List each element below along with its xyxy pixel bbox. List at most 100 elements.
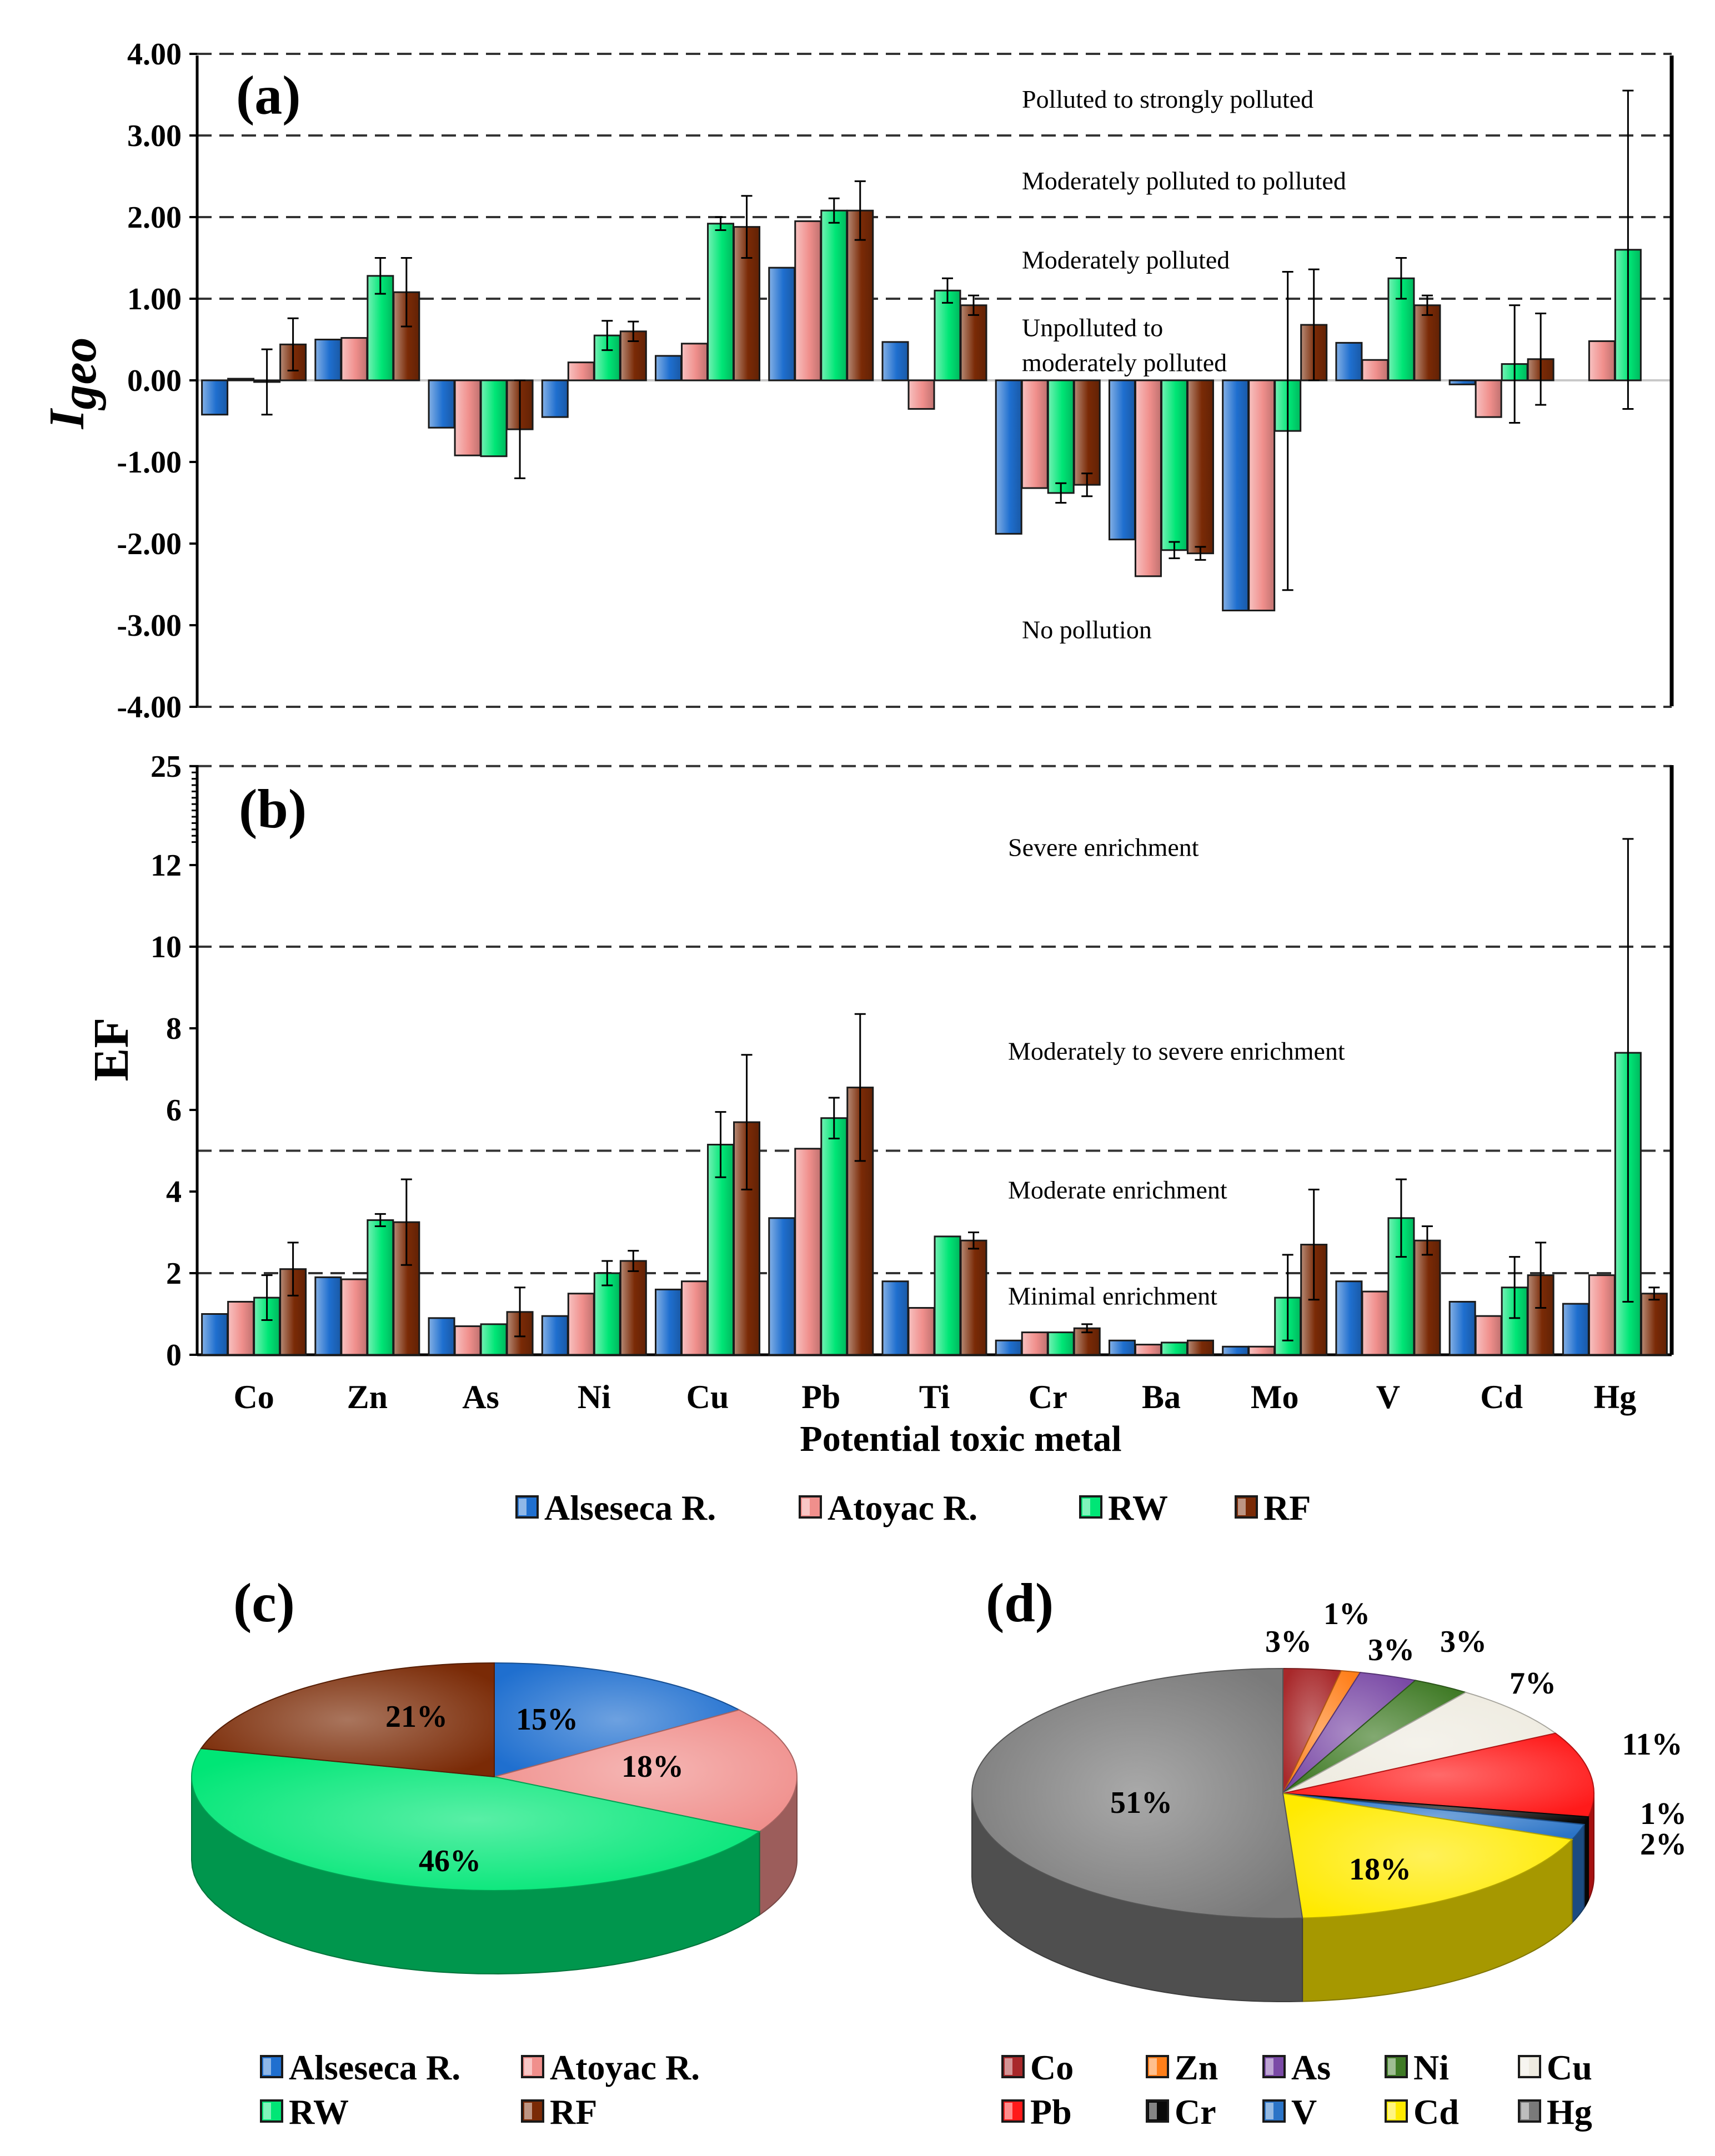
b-threshold-lines (197, 765, 1672, 1274)
c-pct-label-rw: 46% (419, 1844, 481, 1878)
c-pct-label-alseseca-r-: 15% (516, 1702, 578, 1737)
a-bar-v-atoyac (1361, 359, 1389, 381)
a-errorbar-cr-rf (1081, 473, 1093, 497)
b-errorbar-zn-rw (374, 1213, 386, 1227)
d-legend-item-ni-label: Ni (1413, 2048, 1449, 2087)
d-legend-item-zn: Zn (1146, 2048, 1218, 2087)
b-category-label-pb: Pb (801, 1379, 840, 1415)
d-pct-label-v: 2% (1640, 1827, 1687, 1862)
b-bar-zn-rw (367, 1219, 394, 1356)
a-y-tick-label: 3.00 (127, 119, 182, 153)
b-errorbar-ni-rw (601, 1260, 613, 1286)
b-category-label-ba: Ba (1142, 1379, 1181, 1415)
b-bar-zn-atoyac (340, 1278, 368, 1356)
bar-legend-item-rw-label: RW (1108, 1488, 1168, 1527)
a-y-label-sub: geo (52, 338, 107, 411)
b-zone-label: Minimal enrichment (1008, 1281, 1217, 1310)
c-slice-rw (190, 1747, 761, 1892)
b-bar-v-alseseca (1335, 1280, 1363, 1356)
a-errorbar-pb-rw (828, 197, 840, 224)
d-pct-label-cu: 7% (1510, 1666, 1556, 1701)
b-bar-hg-rf (1640, 1293, 1668, 1356)
a-errorbar-zn-rf (400, 257, 412, 328)
bar-legend-item-rf-label: RF (1263, 1488, 1311, 1527)
bar-legend-item-atoyac-label: Atoyac R. (828, 1488, 977, 1527)
a-errorbar-co-rw (261, 348, 273, 416)
c-slice-atoyac-r- (494, 1709, 798, 1832)
d-side-v (1571, 1822, 1585, 1924)
d-legend-item-cr: Cr (1146, 2092, 1216, 2132)
b-errorbar-co-rw (261, 1274, 273, 1321)
b-y-tick-label: 0 (166, 1338, 182, 1373)
d-pie: 3%1%3% 3%7%11%1%2%18%51% (971, 1597, 1687, 2002)
b-errorbar-pb-rf (854, 1013, 866, 1162)
a-errorbar-mo-rw (1282, 270, 1293, 591)
d-pct-label-co: 3% (1265, 1625, 1312, 1659)
b-bar-pb-atoyac (794, 1148, 822, 1356)
a-errorbar-cd-rw (1509, 304, 1521, 424)
a-bar-cu-rw (707, 223, 735, 381)
a-bar-as-alseseca (428, 379, 455, 429)
d-slice-cu (1282, 1691, 1557, 1794)
a-bar-ni-atoyac (567, 361, 595, 381)
a-bar-as-rw (480, 379, 508, 458)
b-errorbar-co-rf (287, 1242, 299, 1296)
a-threshold-lines (197, 53, 1672, 708)
b-category-label-ni: Ni (578, 1379, 611, 1415)
a-errorbar-ba-rw (1169, 541, 1180, 559)
b-bar-cr-alseseca (995, 1339, 1022, 1356)
b-y-ticks: 0 2 4 6 8 10 12 25 (151, 750, 197, 1373)
d-legend-item-cu: Cu (1518, 2048, 1592, 2087)
a-bar-v-alseseca (1335, 341, 1363, 381)
a-bar-ba-alseseca (1108, 379, 1136, 541)
b-errorbar-zn-rf (400, 1178, 412, 1266)
bar-legend-item-rf: RF (1235, 1488, 1311, 1527)
a-bar-co-alseseca (201, 379, 229, 416)
d-legend-item-cu-label: Cu (1547, 2048, 1592, 2087)
a-zone-label: Moderately polluted to polluted (1022, 167, 1346, 195)
a-errorbar-v-rf (1421, 294, 1433, 316)
b-bar-ni-atoyac (567, 1293, 595, 1356)
a-errorbar-zn-rw (374, 257, 386, 295)
b-bar-ba-rw (1160, 1341, 1188, 1356)
c-pct-label-rf: 21% (385, 1700, 448, 1734)
a-y-tick-label: 4.00 (127, 37, 182, 72)
d-legend-item-hg: Hg (1518, 2092, 1592, 2132)
b-category-label-ti: Ti (919, 1379, 950, 1415)
b-category-label-mo: Mo (1251, 1379, 1299, 1415)
a-errorbar-hg-rw (1622, 89, 1634, 410)
bar-legend: Alseseca R. Atoyac R. RW RF (515, 1488, 1311, 1527)
a-errorbar-v-rw (1395, 257, 1407, 300)
b-category-label-hg: Hg (1594, 1379, 1637, 1415)
d-legend-item-pb-label: Pb (1030, 2092, 1072, 2132)
b-y-tick-label: 10 (151, 930, 182, 964)
b-x-axis-label: Potential toxic metal (800, 1419, 1121, 1459)
a-bar-cu-alseseca (655, 355, 683, 381)
a-bar-ni-alseseca (541, 379, 569, 418)
b-bar-hg-alseseca (1562, 1303, 1589, 1356)
b-errorbar-mo-rw (1282, 1254, 1293, 1341)
b-errorbar-cu-rw (715, 1111, 726, 1178)
b-bar-ba-alseseca (1108, 1339, 1136, 1356)
c-legend-item-atoyac: Atoyac R. (521, 2048, 700, 2087)
d-pct-label-ni: 3% (1440, 1625, 1487, 1659)
d-side-cr (1583, 1816, 1589, 1910)
d-pct-label-zn: 1% (1323, 1597, 1370, 1631)
a-y-tick-label: -1.00 (117, 445, 182, 480)
a-bars (201, 89, 1642, 612)
c-pct-label-atoyac-r-: 18% (621, 1750, 684, 1784)
a-bar-ti-rw (934, 289, 961, 381)
b-y-tick-label: 25 (151, 750, 182, 784)
d-pct-label-cr: 1% (1640, 1797, 1687, 1831)
d-legend-item-zn-label: Zn (1175, 2048, 1218, 2087)
b-bar-ti-atoyac (907, 1306, 935, 1356)
a-errorbar-ni-rw (601, 320, 613, 351)
c-pie: 15% 18% 46% 21% (190, 1662, 798, 1974)
b-zone-label: Severe enrichment (1008, 833, 1199, 862)
b-bar-pb-rw (820, 1117, 848, 1356)
a-errorbar-cu-rf (741, 195, 753, 259)
d-legend-item-cr-label: Cr (1175, 2092, 1216, 2132)
b-bar-zn-alseseca (314, 1276, 342, 1356)
b-errorbar-hg-rw (1622, 838, 1634, 1303)
b-bar-cr-atoyac (1021, 1331, 1049, 1356)
